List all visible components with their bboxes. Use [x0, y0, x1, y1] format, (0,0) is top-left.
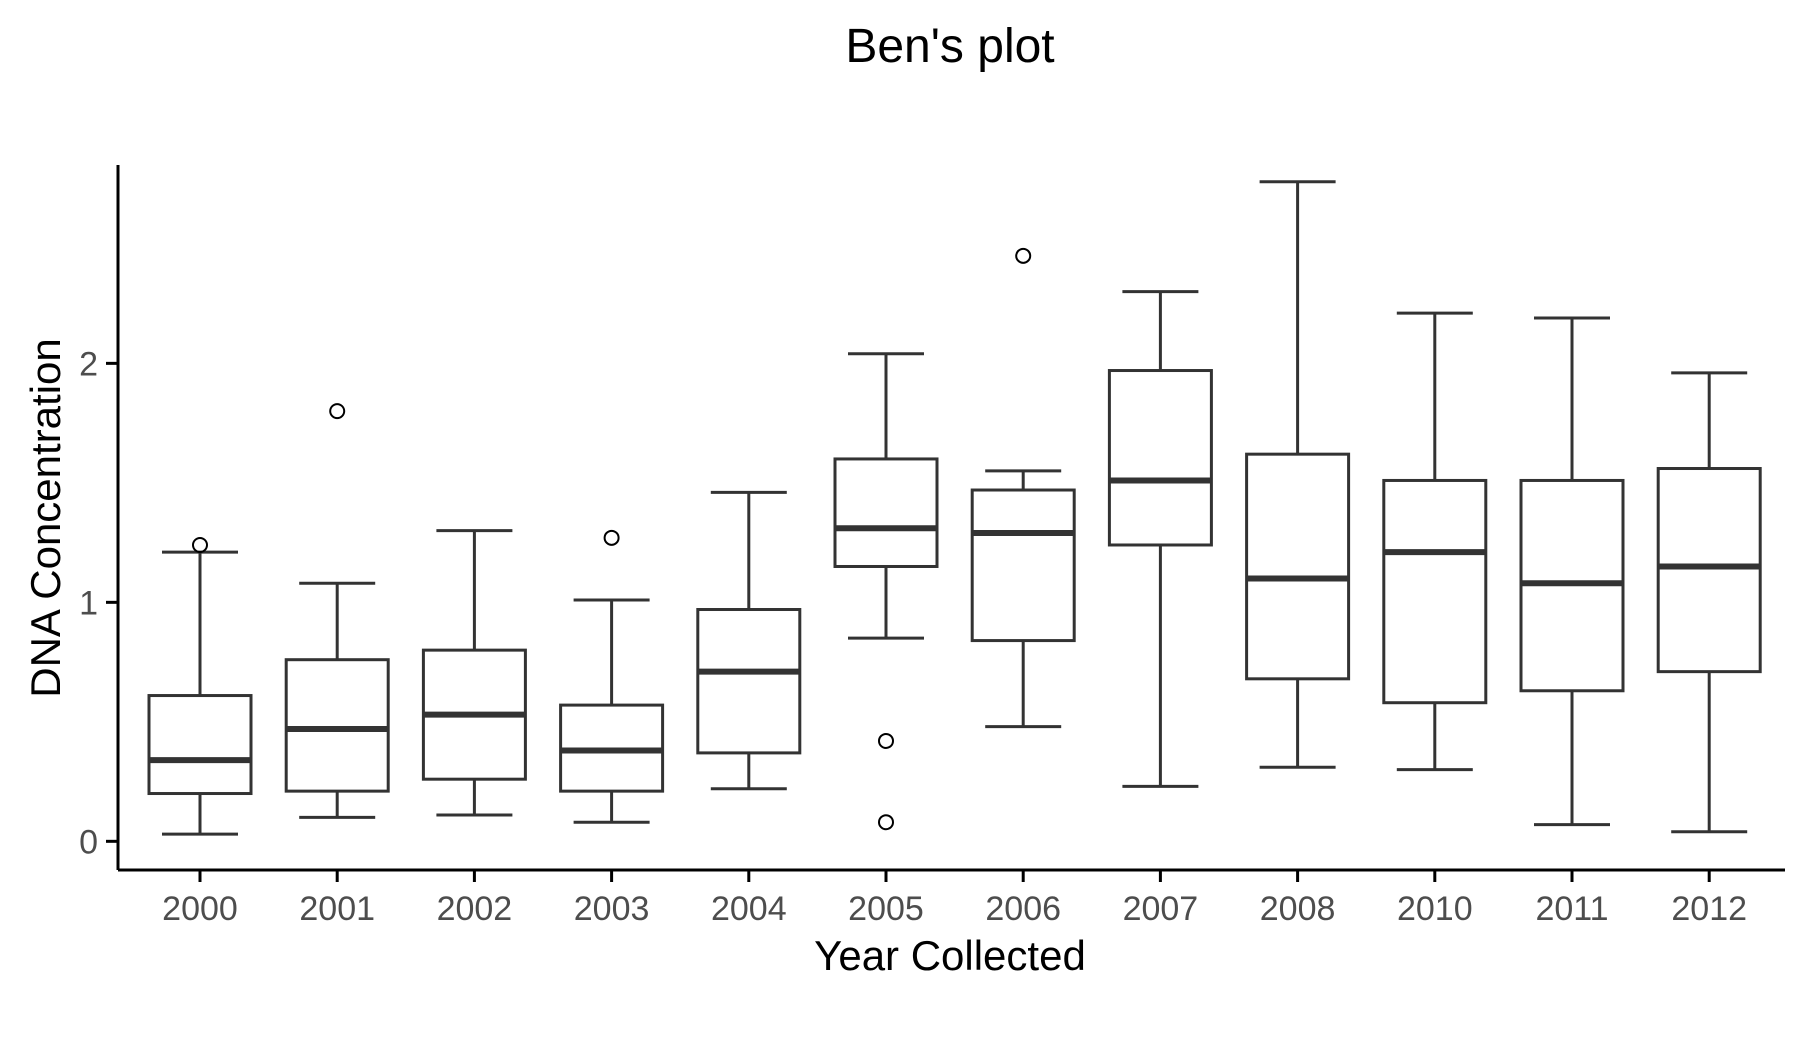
x-tick-label: 2011 — [1535, 890, 1608, 928]
x-tick-label: 2003 — [574, 890, 650, 928]
outlier-point — [1015, 247, 1032, 264]
box-body — [696, 608, 802, 755]
x-tick-label: 2000 — [162, 890, 238, 928]
outlier-point — [878, 732, 894, 749]
outlier-point — [329, 403, 346, 420]
box-body — [1656, 467, 1762, 674]
x-tick-label: 2012 — [1671, 890, 1747, 928]
box-body — [284, 658, 390, 793]
x-tick-label: 2007 — [1123, 890, 1199, 928]
x-axis-title: Year Collected — [814, 932, 1086, 979]
x-tick-label: 2006 — [985, 890, 1061, 928]
box-body — [1107, 369, 1213, 547]
box-body — [1382, 478, 1488, 705]
x-tick-label: 2008 — [1260, 890, 1336, 928]
x-tick-label: 2010 — [1397, 890, 1473, 928]
x-tick-label: 2002 — [437, 890, 513, 928]
box-body — [1245, 452, 1351, 681]
y-tick-label: 2 — [79, 345, 98, 383]
x-tick-label: 2005 — [848, 890, 924, 928]
y-axis-title: DNA Concentration — [22, 338, 69, 698]
box-body — [970, 488, 1076, 643]
y-tick-label: 0 — [79, 823, 98, 861]
box-body — [833, 457, 939, 568]
outlier-point — [192, 536, 208, 553]
outlier-point — [603, 529, 620, 546]
x-tick-label: 2004 — [711, 890, 787, 928]
y-tick-label: 1 — [79, 584, 98, 622]
plot-area: 0 1 2 2000 2001 2002 2003 2004 2005 2006 2007 2008 2… — [79, 165, 1785, 928]
box-body — [147, 694, 253, 796]
outlier-point — [878, 814, 894, 831]
chart-title: Ben's plot — [845, 20, 1054, 73]
x-tick-label: 2001 — [299, 890, 375, 928]
